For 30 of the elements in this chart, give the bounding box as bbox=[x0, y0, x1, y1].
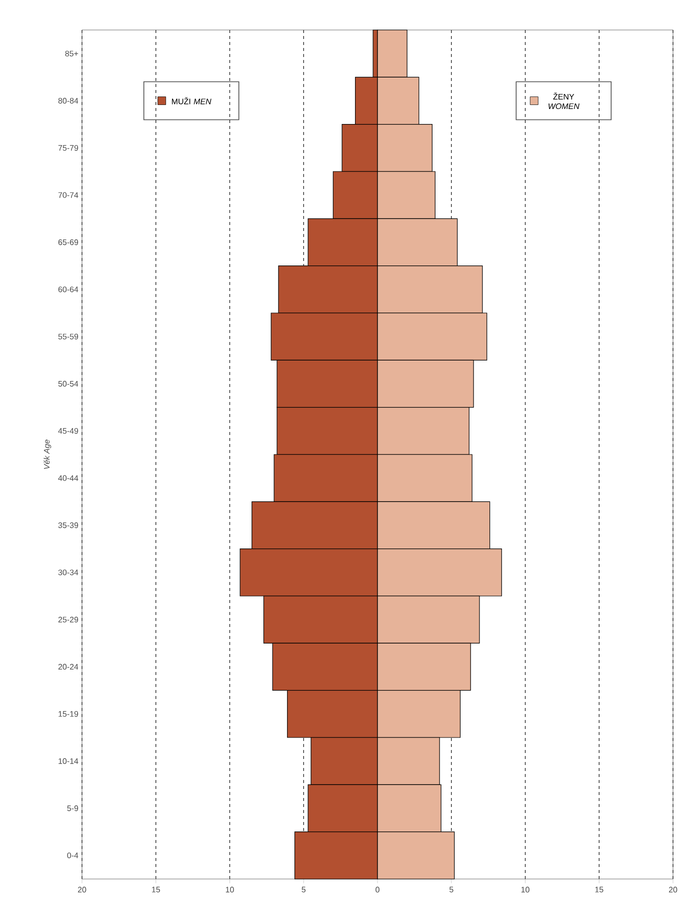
y-tick-label: 85+ bbox=[65, 50, 78, 56]
x-tick-label: 20 bbox=[668, 886, 678, 892]
y-tick-label: 5-9 bbox=[67, 805, 78, 812]
x-tick-label: 15 bbox=[152, 886, 160, 892]
y-tick-label: 55-59 bbox=[58, 334, 78, 340]
y-tick-label: 35-39 bbox=[58, 522, 78, 528]
y-tick-label: 20-24 bbox=[58, 664, 78, 670]
x-tick-label: 10 bbox=[521, 886, 530, 892]
legend-label: MUŽI MEN bbox=[172, 97, 212, 104]
legend-label: ŽENY WOMEN bbox=[548, 92, 580, 110]
y-tick-label: 30-34 bbox=[58, 570, 78, 576]
y-tick-label: 25-29 bbox=[58, 616, 78, 622]
y-tick-label: 80-84 bbox=[58, 98, 78, 104]
x-tick-label: 0 bbox=[376, 886, 380, 892]
y-tick-label: 45-49 bbox=[58, 428, 78, 434]
y-tick-label: 70-74 bbox=[58, 192, 78, 198]
x-tick-label: 5 bbox=[302, 886, 306, 892]
x-tick-label: 20 bbox=[78, 886, 86, 892]
y-tick-label: 60-64 bbox=[58, 286, 78, 292]
y-tick-label: 75-79 bbox=[58, 145, 78, 151]
x-tick-label: 5 bbox=[449, 886, 454, 892]
y-tick-label: 40-44 bbox=[58, 475, 78, 481]
y-tick-label: 0-4 bbox=[67, 852, 78, 858]
y-tick-label: 15-19 bbox=[58, 711, 78, 717]
y-tick-label: 10-14 bbox=[58, 758, 78, 764]
x-tick-label: 10 bbox=[226, 886, 234, 892]
y-tick-label: 50-54 bbox=[58, 380, 78, 387]
x-tick-label: 15 bbox=[595, 886, 604, 892]
y-axis-title: Věk Age bbox=[44, 440, 52, 469]
y-tick-label: 65-69 bbox=[58, 239, 78, 246]
